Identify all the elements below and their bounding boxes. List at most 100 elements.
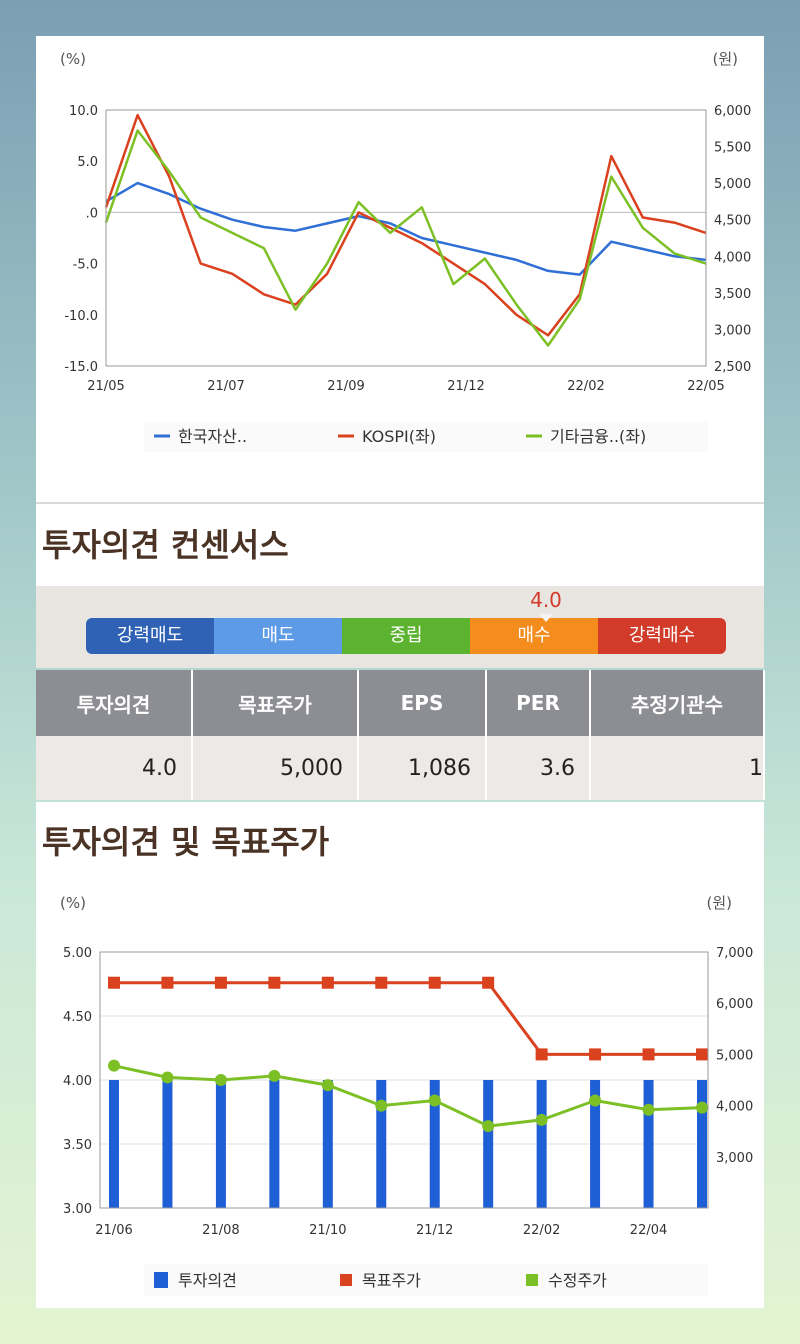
legend-label-kospi: KOSPI(좌) <box>362 427 436 446</box>
legend-label-target: 목표주가 <box>362 1271 421 1290</box>
y-right-tick: 6,000 <box>714 104 751 119</box>
y-left-tick: 3.00 <box>63 1202 92 1217</box>
x-tick: 22/02 <box>523 1223 560 1238</box>
legend-label-finance: 기타금융..(좌) <box>550 427 646 446</box>
cell-opinion: 4.0 <box>36 736 193 800</box>
target-price-marker <box>535 1048 548 1061</box>
target-price-marker <box>589 1048 602 1061</box>
opinion-bar <box>643 1080 654 1208</box>
opinion-bar <box>697 1080 707 1208</box>
legend-box <box>144 422 708 452</box>
right-unit-label: (원) <box>712 50 738 68</box>
finance-series-line <box>104 129 707 347</box>
y-right-tick: 4,000 <box>714 250 751 265</box>
legend-label-opinion: 투자의견 <box>178 1271 237 1290</box>
opinion-bar <box>322 1080 333 1208</box>
adjusted-price-marker <box>321 1079 334 1092</box>
target-price-marker <box>696 1048 708 1061</box>
x-tick: 22/04 <box>630 1223 667 1238</box>
y-right-tick: 4,500 <box>714 214 751 229</box>
consensus-marker-icon <box>539 614 553 622</box>
y-left-tick: 4.00 <box>63 1074 92 1089</box>
segment-buy: 매수 <box>470 618 598 654</box>
adjusted-price-marker <box>161 1071 174 1084</box>
consensus-bar: 강력매도 매도 중립 매수 강력매수 4.0 <box>36 586 764 668</box>
y-right-tick: 6,000 <box>716 997 753 1012</box>
plot-frame-2 <box>99 951 709 1209</box>
legend-label-adjusted: 수정주가 <box>548 1271 607 1290</box>
x-tick: 21/05 <box>87 379 124 394</box>
y-left-tick: 5.00 <box>63 946 92 961</box>
adjusted-price-marker <box>108 1059 120 1072</box>
cell-institution-count: 1 <box>590 736 765 800</box>
hankuk-series-line <box>105 181 707 276</box>
target-price-line <box>114 981 702 1056</box>
y-right-tick: 5,500 <box>714 141 751 156</box>
cell-eps: 1,086 <box>358 736 487 800</box>
y-left-tick: 4.50 <box>63 1010 92 1025</box>
segment-strong-buy: 강력매수 <box>598 618 726 654</box>
y-left-tick: 3.50 <box>63 1138 92 1153</box>
opinion-bar <box>269 1080 280 1208</box>
legend: 한국자산.. KOSPI(좌) 기타금융..(좌) <box>154 427 646 446</box>
opinion-target-chart-card: (%) (원) 5.00 4.50 4.00 3.50 3.00 7,000 6,000 5,… <box>36 882 764 1308</box>
segment-strong-sell: 강력매도 <box>86 618 214 654</box>
target-price-marker <box>482 976 495 989</box>
y-right-tick: 7,000 <box>716 946 753 961</box>
opinion-bar <box>429 1080 440 1208</box>
opinion-target-title: 투자의견 및 목표주가 <box>36 802 764 882</box>
opinion-bar <box>162 1080 173 1208</box>
y-right-tick: 4,000 <box>716 1100 753 1115</box>
target-price-marker <box>161 976 174 989</box>
x-tick: 22/02 <box>567 379 604 394</box>
target-price-marker <box>268 976 281 989</box>
divider <box>36 502 764 504</box>
y-left-tick: -10.0 <box>64 309 98 324</box>
left-unit-label-2: (%) <box>60 894 86 912</box>
y-right-tick: 5,000 <box>716 1048 753 1063</box>
x-tick: 21/06 <box>95 1223 132 1238</box>
plot-frame <box>105 109 707 367</box>
consensus-title: 투자의견 컨센서스 <box>36 504 764 586</box>
legend-label-hankuk: 한국자산.. <box>178 427 247 446</box>
target-price-marker <box>214 976 227 989</box>
x-tick: 21/12 <box>447 379 484 394</box>
x-tick: 21/10 <box>309 1223 346 1238</box>
adjusted-price-marker <box>214 1074 227 1086</box>
price-trend-chart-card: (%) (원) 10.0 5.0 .0 -5.0 -10.0 -15.0 6,000 5,50… <box>36 36 764 502</box>
consensus-marker-value: 4.0 <box>530 588 562 612</box>
opinion-bar <box>376 1080 387 1208</box>
y-right-tick: 5,000 <box>714 177 751 192</box>
legend-2: 투자의견 목표주가 수정주가 <box>154 1271 607 1290</box>
target-price-marker <box>642 1048 655 1061</box>
x-tick: 21/08 <box>202 1223 239 1238</box>
target-price-marker <box>428 976 441 989</box>
y-right-tick: 3,000 <box>714 323 751 338</box>
target-price-marker <box>108 976 120 989</box>
segment-neutral: 중립 <box>342 618 470 654</box>
y-right-tick: 2,500 <box>714 360 751 375</box>
header-target-price: 목표주가 <box>192 670 359 736</box>
adjusted-price-marker <box>535 1113 548 1126</box>
y-left-tick: 10.0 <box>69 104 98 119</box>
adjusted-price-line <box>113 1064 703 1128</box>
y-left-tick: 5.0 <box>77 155 98 170</box>
adjusted-price-marker <box>428 1094 441 1107</box>
y-right-tick: 3,500 <box>714 287 751 302</box>
y-left-tick: .0 <box>86 206 98 221</box>
table-header-row: 투자의견 목표주가 EPS PER 추정기관수 <box>36 670 765 736</box>
price-trend-chart: (%) (원) 10.0 5.0 .0 -5.0 -10.0 -15.0 6,000 5,50… <box>60 50 751 452</box>
adjusted-price-marker <box>482 1120 495 1133</box>
header-per: PER <box>486 670 591 736</box>
target-price-marker <box>321 976 334 989</box>
cell-per: 3.6 <box>486 736 591 800</box>
opinion-bar <box>590 1080 601 1208</box>
legend-swatch-opinion <box>154 1272 168 1288</box>
adjusted-price-marker <box>589 1094 602 1107</box>
header-opinion: 투자의견 <box>36 670 193 736</box>
x-tick: 21/12 <box>416 1223 453 1238</box>
legend-swatch-target <box>340 1274 352 1286</box>
opinion-bar <box>109 1080 119 1208</box>
adjusted-price-marker <box>375 1099 388 1112</box>
x-tick: 21/09 <box>327 379 364 394</box>
